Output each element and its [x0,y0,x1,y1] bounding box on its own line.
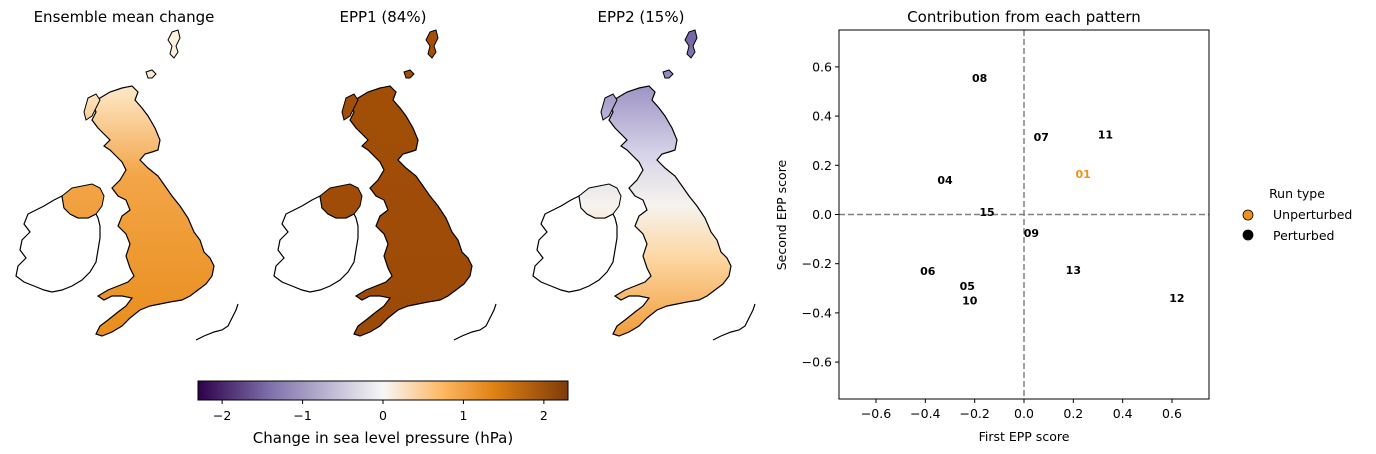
scatter-points: 01 04 05 06 07 08 09 10 11 12 13 15 [920,72,1184,308]
point-label-13: 13 [1066,264,1081,277]
legend-label-unperturbed: Unperturbed [1273,207,1352,222]
legend-marker-perturbed [1242,229,1254,241]
northern-ireland-region [578,183,622,219]
colorbar-tick-label: −1 [293,408,311,423]
colorbar-ticks: −2 −1 0 1 2 [213,400,548,423]
france-coastline [453,303,497,341]
x-axis-label: First EPP score [979,429,1070,444]
colorbar-gradient [197,380,569,401]
map-panel-1: Ensemble mean change [15,8,239,341]
colorbar-tick-label: 1 [459,408,467,423]
maps-layer: Ensemble mean change EPP1 (84%) EPP2 (15%) [15,8,756,341]
x-tick-label: 0.6 [1162,406,1182,421]
point-label-04: 04 [937,174,953,187]
x-tick-label: 0.2 [1063,406,1083,421]
y-tick-label: −0.4 [802,305,832,320]
point-label-05: 05 [960,280,975,293]
orkney-region [403,69,415,79]
y-tick-label: 0.4 [812,109,832,124]
y-tick-label: 0.6 [812,59,832,74]
colorbar: −2 −1 0 1 2 Change in sea level pressure (hP… [197,380,569,447]
point-label-08: 08 [972,72,987,85]
point-label-15: 15 [979,206,994,219]
legend-label-perturbed: Perturbed [1273,228,1334,243]
point-label-09: 09 [1024,227,1039,240]
x-tick-label: −0.6 [861,406,891,421]
shetland-region [684,29,698,59]
y-tick-label: 0.2 [812,158,832,173]
x-tick-label: 0.4 [1113,406,1133,421]
y-tick-label: −0.6 [802,355,832,370]
map-title-3: EPP2 (15%) [598,8,685,26]
map-panel-2: EPP1 (84%) [273,8,497,341]
northern-ireland-region [61,183,105,219]
legend-marker-unperturbed [1242,209,1254,221]
y-axis-label: Second EPP score [774,159,789,270]
x-tick-label: 0.0 [1014,406,1034,421]
orkney-region [145,69,157,79]
point-label-10: 10 [962,295,978,308]
point-label-06: 06 [920,265,936,278]
x-tick-label: −0.4 [910,406,940,421]
scatter-chart: Contribution from each pattern 010405060… [774,8,1210,444]
y-axis-ticks: −0.6 −0.4 −0.2 0.0 0.2 0.4 0.6 [802,59,839,370]
y-tick-label: 0.0 [812,207,832,222]
x-axis-ticks: −0.6 −0.4 −0.2 0.0 0.2 0.4 0.6 [861,399,1182,421]
map-title-1: Ensemble mean change [34,8,215,26]
great-britain-region [608,85,732,337]
great-britain-region [91,85,215,337]
orkney-region [662,69,674,79]
france-coastline [712,303,756,341]
shetland-region [425,29,439,59]
x-tick-label: −0.2 [959,406,989,421]
legend-title: Run type [1269,186,1325,201]
chart-title: Contribution from each pattern [907,8,1141,26]
france-coastline [195,303,239,341]
northern-ireland-region [319,183,363,219]
shetland-region [167,29,181,59]
point-label-12: 12 [1169,292,1184,305]
y-tick-label: −0.2 [802,256,832,271]
great-britain-region [349,85,473,337]
colorbar-tick-label: 0 [379,408,387,423]
point-label-11: 11 [1098,129,1113,142]
colorbar-label: Change in sea level pressure (hPa) [253,429,513,447]
point-label-01: 01 [1076,168,1091,181]
map-panel-3: EPP2 (15%) [532,8,756,341]
legend: Run type Unperturbed Perturbed [1242,186,1352,243]
point-label-07: 07 [1034,131,1049,144]
colorbar-tick-label: 2 [540,408,548,423]
colorbar-tick-label: −2 [213,408,231,423]
map-title-2: EPP1 (84%) [340,8,427,26]
